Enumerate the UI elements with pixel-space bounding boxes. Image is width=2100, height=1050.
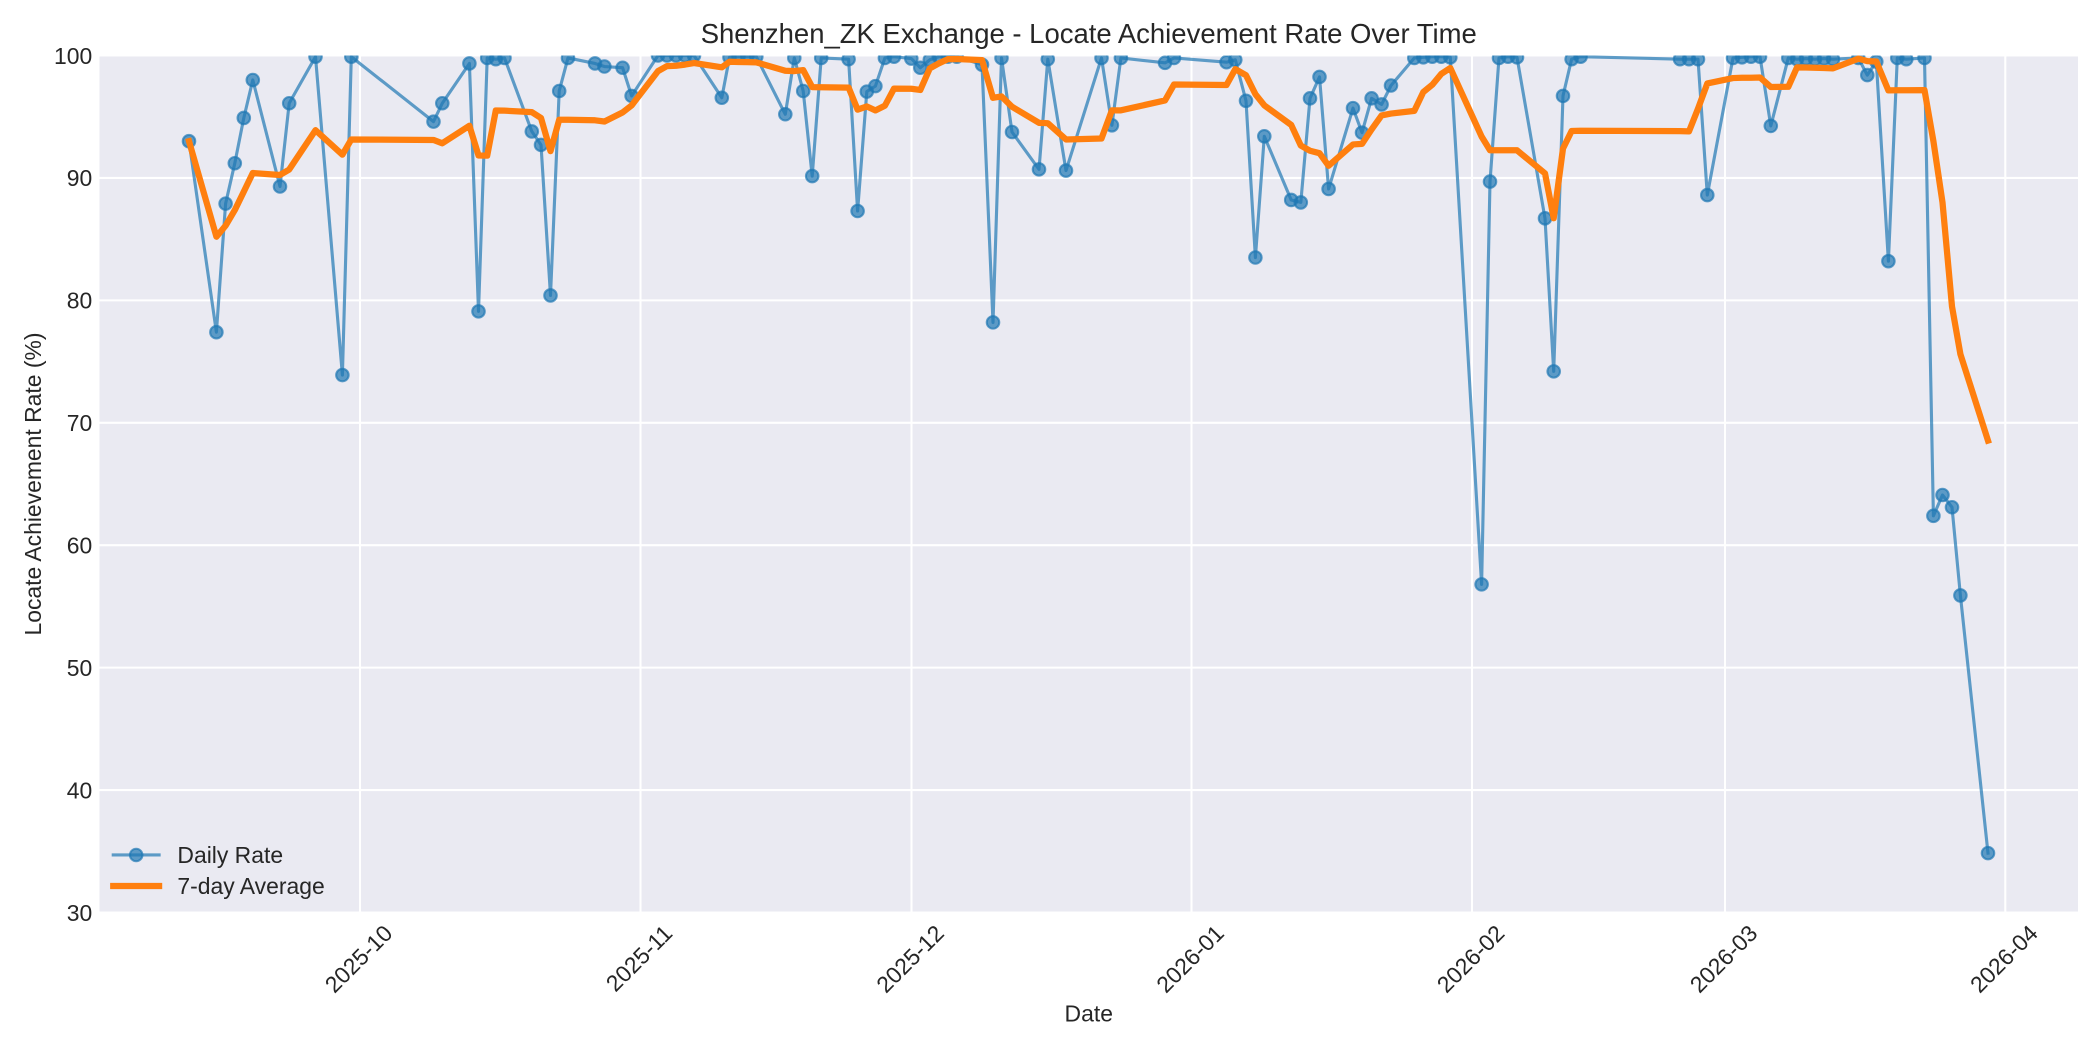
svg-text:Locate Achievement Rate (%): Locate Achievement Rate (%) xyxy=(20,332,46,635)
svg-text:90: 90 xyxy=(67,165,92,191)
svg-text:60: 60 xyxy=(67,533,92,559)
svg-text:80: 80 xyxy=(67,288,92,314)
svg-text:70: 70 xyxy=(67,410,92,436)
svg-text:30: 30 xyxy=(67,900,92,926)
svg-text:100: 100 xyxy=(54,43,92,69)
svg-text:Date: Date xyxy=(1065,1000,1113,1026)
svg-text:Daily Rate: Daily Rate xyxy=(177,842,283,868)
svg-text:7-day Average: 7-day Average xyxy=(177,873,324,899)
svg-text:Shenzhen_ZK Exchange - Locate: Shenzhen_ZK Exchange - Locate Achievemen… xyxy=(701,18,1477,49)
svg-text:40: 40 xyxy=(67,777,92,803)
svg-text:50: 50 xyxy=(67,655,92,681)
